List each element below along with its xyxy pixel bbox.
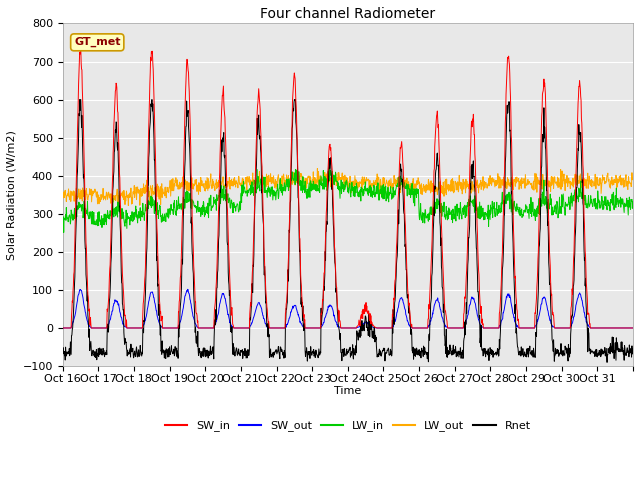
X-axis label: Time: Time: [334, 386, 362, 396]
Title: Four channel Radiometer: Four channel Radiometer: [260, 7, 435, 21]
Y-axis label: Solar Radiation (W/m2): Solar Radiation (W/m2): [7, 130, 17, 260]
Legend: SW_in, SW_out, LW_in, LW_out, Rnet: SW_in, SW_out, LW_in, LW_out, Rnet: [161, 416, 535, 436]
Text: GT_met: GT_met: [74, 37, 120, 48]
